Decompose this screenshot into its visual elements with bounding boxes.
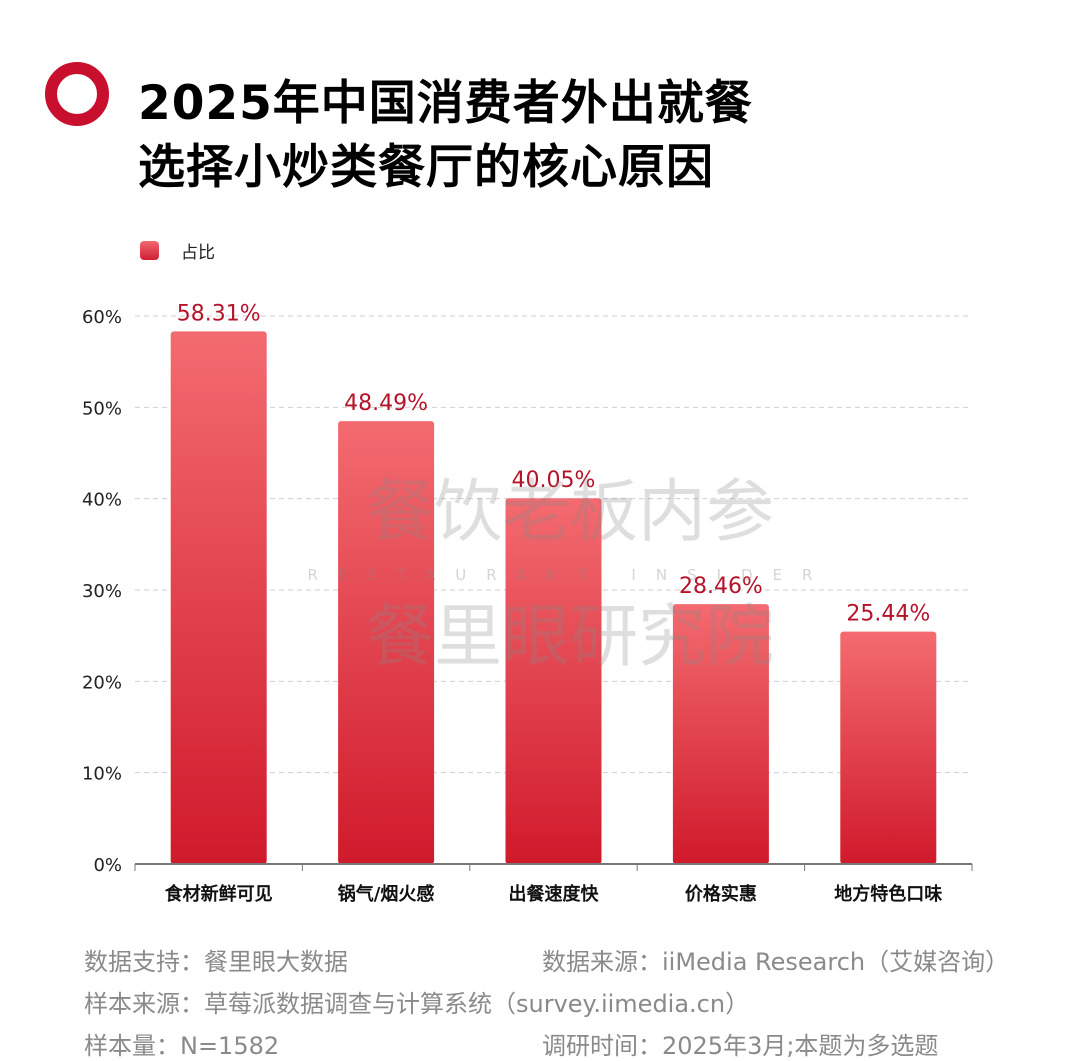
footer-data-support: 数据支持：餐里眼大数据 xyxy=(84,948,348,976)
y-tick-label: 30% xyxy=(82,581,122,602)
legend-label: 占比 xyxy=(181,243,215,263)
bar xyxy=(840,631,937,864)
y-tick-label: 50% xyxy=(82,398,122,419)
data-label: 58.31% xyxy=(177,301,261,326)
bar xyxy=(170,331,267,865)
x-tick-label: 食材新鲜可见 xyxy=(164,883,273,905)
footer-survey-time: 调研时间：2025年3月;本题为多选题 xyxy=(542,1032,939,1060)
legend: 占比 xyxy=(140,238,215,263)
y-tick-label: 20% xyxy=(82,672,122,693)
x-tick-label: 地方特色口味 xyxy=(834,883,942,905)
x-tick-label: 锅气/烟火感 xyxy=(338,883,435,905)
footer-data-source: 数据来源：iiMedia Research（艾媒咨询） xyxy=(542,948,1010,976)
bar xyxy=(505,498,602,864)
title-line-1: 2025年中国消费者外出就餐 xyxy=(138,76,753,131)
page-title: 2025年中国消费者外出就餐 选择小炒类餐厅的核心原因 xyxy=(138,72,753,200)
x-tick-label: 价格实惠 xyxy=(685,883,757,905)
legend-swatch xyxy=(140,241,159,260)
data-label: 25.44% xyxy=(846,602,930,627)
data-label: 28.46% xyxy=(679,574,763,599)
bar xyxy=(672,604,769,864)
footer-sample-size: 样本量：N=1582 xyxy=(84,1032,280,1060)
bar xyxy=(338,421,435,864)
title-line-2: 选择小炒类餐厅的核心原因 xyxy=(138,140,714,195)
y-tick-label: 0% xyxy=(93,855,122,876)
y-tick-label: 40% xyxy=(82,490,122,511)
y-tick-label: 60% xyxy=(82,307,122,328)
y-tick-label: 10% xyxy=(82,764,122,785)
x-tick-label: 出餐速度快 xyxy=(509,883,600,905)
data-label: 48.49% xyxy=(344,391,428,416)
data-label: 40.05% xyxy=(512,468,596,493)
footer-sample-source: 样本来源：草莓派数据调查与计算系统（survey.iimedia.cn） xyxy=(84,990,750,1018)
